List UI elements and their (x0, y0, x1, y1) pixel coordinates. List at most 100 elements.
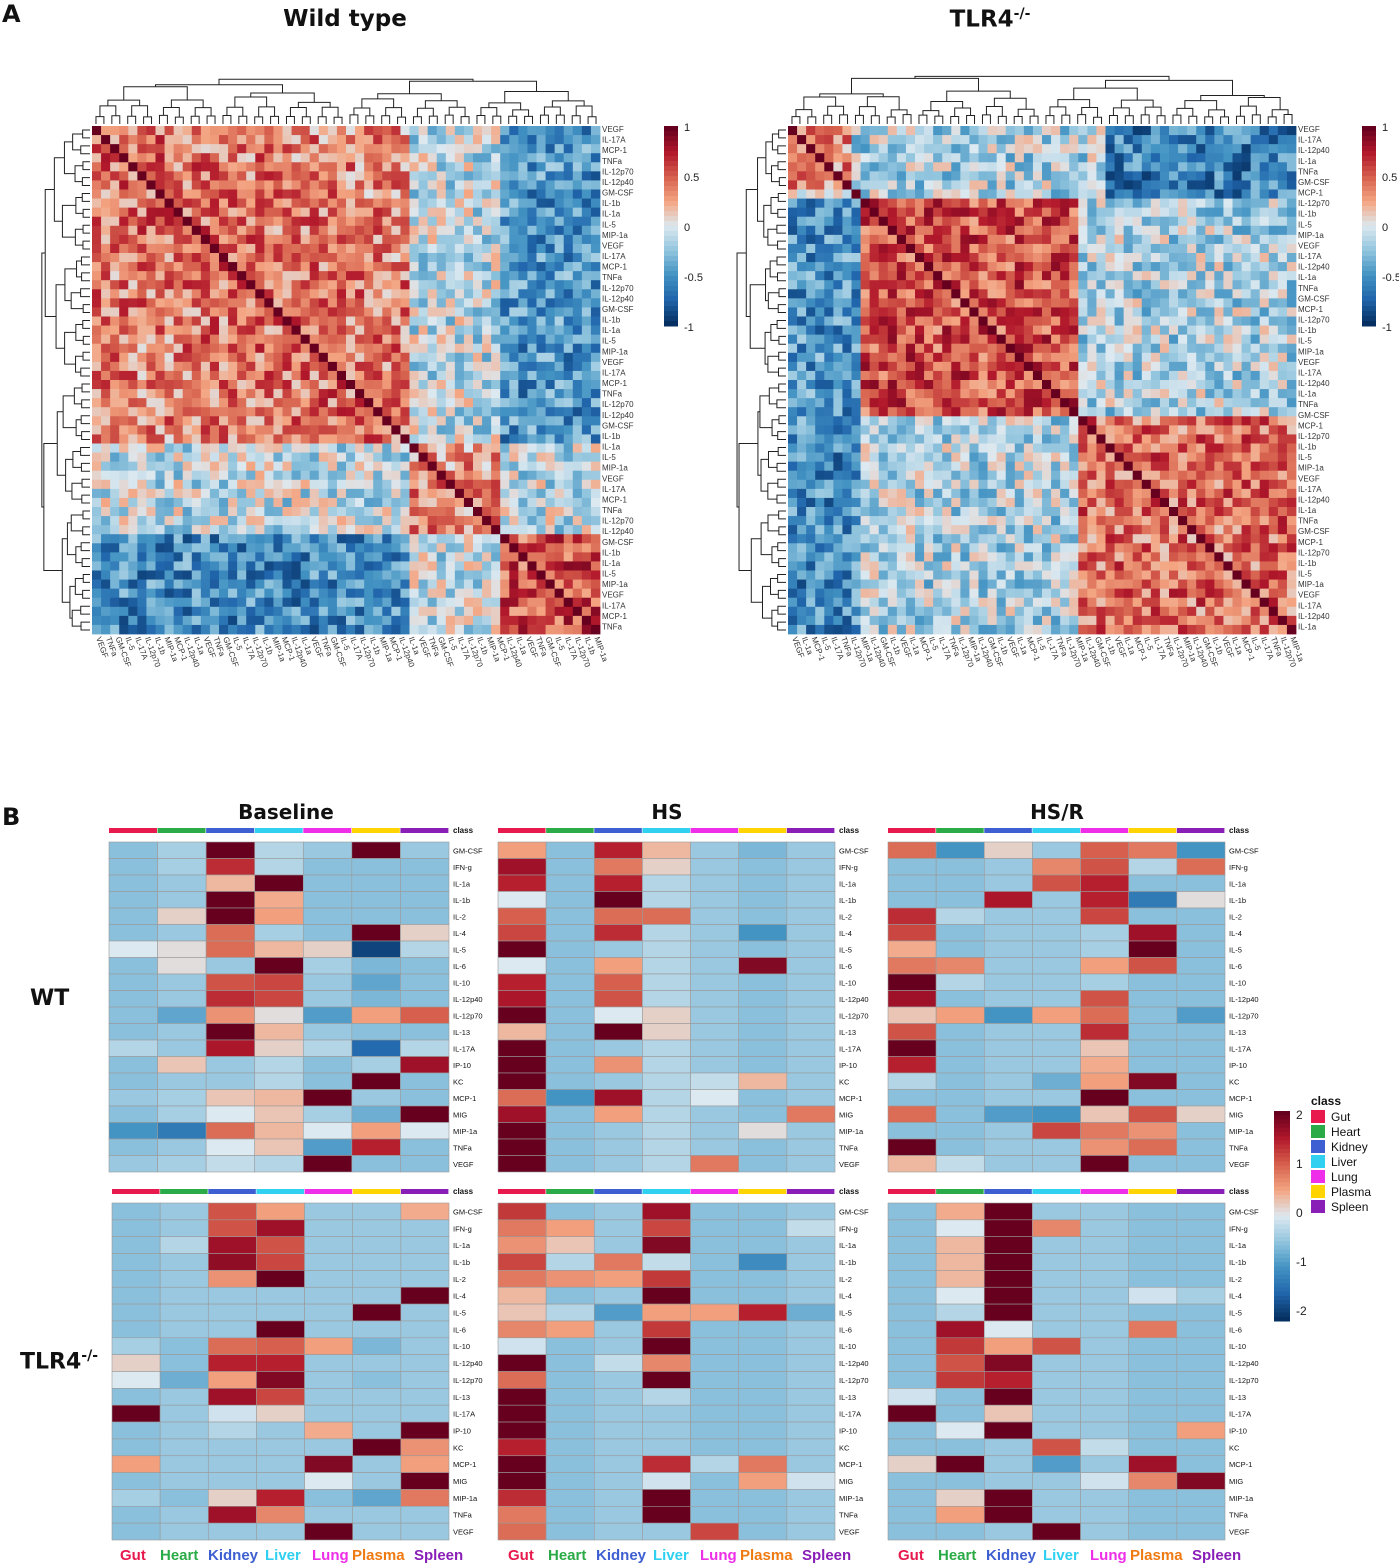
heat-cell (1176, 1337, 1226, 1355)
heat-cell (254, 1089, 304, 1107)
heat-cell (887, 973, 937, 991)
heat-cell (111, 1320, 161, 1339)
heat-cell (738, 1472, 788, 1490)
heat-cell (887, 1354, 937, 1372)
heat-cell (497, 1354, 547, 1372)
heat-cell (1032, 1388, 1081, 1406)
matrix-row-label: IL-1a (602, 210, 621, 219)
heat-cell (786, 1438, 836, 1457)
heat-cell (983, 990, 1033, 1008)
heat-cell (304, 1253, 354, 1271)
heat-cell (400, 924, 450, 942)
heat-cell (887, 1421, 937, 1440)
heat-cell (1128, 1155, 1178, 1173)
legend-label-liver: Liver (1331, 1155, 1357, 1169)
heat-cell (935, 1388, 985, 1406)
class-bar-kidney (206, 828, 255, 833)
heat-cell (497, 1438, 547, 1457)
matrix-row-label: GM-CSF (1298, 527, 1330, 536)
heat-cell (593, 874, 643, 892)
matrix-row-label: IL-1b (602, 432, 621, 441)
heat-cell (111, 1522, 161, 1541)
heat-cell (205, 1105, 256, 1123)
cytokine-label: IL-10 (839, 978, 856, 987)
bottom-label-spleen: Spleen (414, 1547, 463, 1563)
matrix-row-label: MIP-1a (1298, 231, 1324, 240)
heat-cell (983, 858, 1033, 876)
heat-cell (205, 1155, 256, 1173)
class-bar-kidney (984, 828, 1032, 833)
heat-cell (207, 1489, 257, 1507)
heat-cell (497, 1404, 547, 1423)
heat-cell (157, 858, 207, 876)
heat-cell (690, 1056, 740, 1074)
heat-cell (887, 1072, 937, 1090)
heat-cell (545, 1056, 595, 1074)
cytokine-label: IL-5 (453, 945, 466, 954)
cytokine-label: TNFa (839, 1511, 859, 1520)
heat-cell (1032, 1371, 1081, 1389)
cytokine-label: MIP-1a (1229, 1494, 1254, 1503)
heat-cell (497, 1286, 547, 1305)
cytokine-label: IL-13 (839, 1028, 856, 1037)
heat-cell (400, 1354, 450, 1372)
heat-cell (642, 1354, 691, 1372)
cytokine-label: IL-13 (1229, 1028, 1246, 1037)
heat-cell (738, 957, 788, 975)
heat-cell (256, 1388, 305, 1406)
bottom-label-plasma: Plasma (352, 1547, 405, 1563)
heat-cell (351, 1039, 401, 1057)
heat-cell (593, 841, 643, 859)
heat-cell (786, 1105, 836, 1123)
heat-cell (887, 1122, 937, 1140)
heat-cell (497, 1056, 547, 1074)
matrix-row-label: IL-5 (1298, 570, 1312, 579)
matrix-row-label: MCP-1 (602, 146, 627, 155)
class-label: class (453, 1187, 474, 1196)
heat-cell (738, 940, 788, 958)
cytokine-label: MIG (453, 1477, 467, 1486)
matrix-row-label: IL-5 (602, 220, 616, 229)
heat-cell (111, 1421, 161, 1440)
heat-cell (108, 940, 158, 958)
cytokine-label: IL-4 (839, 1292, 852, 1301)
heat-cell (593, 973, 643, 991)
heat-cell (1080, 1438, 1130, 1457)
legend-label-heart: Heart (1331, 1125, 1361, 1139)
heat-cell (642, 1270, 691, 1288)
heat-cell (1032, 1202, 1081, 1221)
heat-cell (1032, 1303, 1081, 1322)
heat-cell (497, 973, 547, 991)
cytokine-label: IL-2 (839, 1275, 852, 1284)
heat-cell (352, 1371, 402, 1389)
heat-cell (690, 1505, 740, 1524)
cytokine-label: IL-10 (453, 978, 470, 987)
heat-cell (935, 1303, 985, 1322)
heat-cell (256, 1320, 305, 1339)
heat-cell (983, 1286, 1033, 1305)
matrix-row-label: VEGF (602, 474, 624, 483)
heat-cell (593, 907, 643, 925)
heat-cell (786, 1505, 836, 1524)
heat-cell (1080, 1236, 1130, 1254)
heat-cell (497, 1039, 547, 1057)
heat-cell (207, 1286, 257, 1305)
heat-cell (1128, 1122, 1178, 1140)
heat-cell (159, 1253, 209, 1271)
heat-cell (1176, 1455, 1226, 1473)
matrix-row-label: IL-17A (1298, 136, 1322, 145)
heat-cell (1080, 1455, 1130, 1473)
heat-cell (545, 973, 595, 991)
matrix-row-label: IL-17A (602, 485, 626, 494)
cytokine-label: TNFa (453, 1143, 473, 1152)
heat-cell (1080, 891, 1130, 909)
heat-cell (400, 1337, 450, 1355)
heat-cell (1176, 1023, 1226, 1041)
heat-cell (108, 1006, 158, 1024)
heat-cell (497, 1089, 547, 1107)
heat-cell (1128, 990, 1178, 1008)
heat-cell (642, 1303, 691, 1322)
heat-cell (351, 874, 401, 892)
heat-cell (642, 1202, 691, 1221)
heat-cell (690, 924, 740, 942)
